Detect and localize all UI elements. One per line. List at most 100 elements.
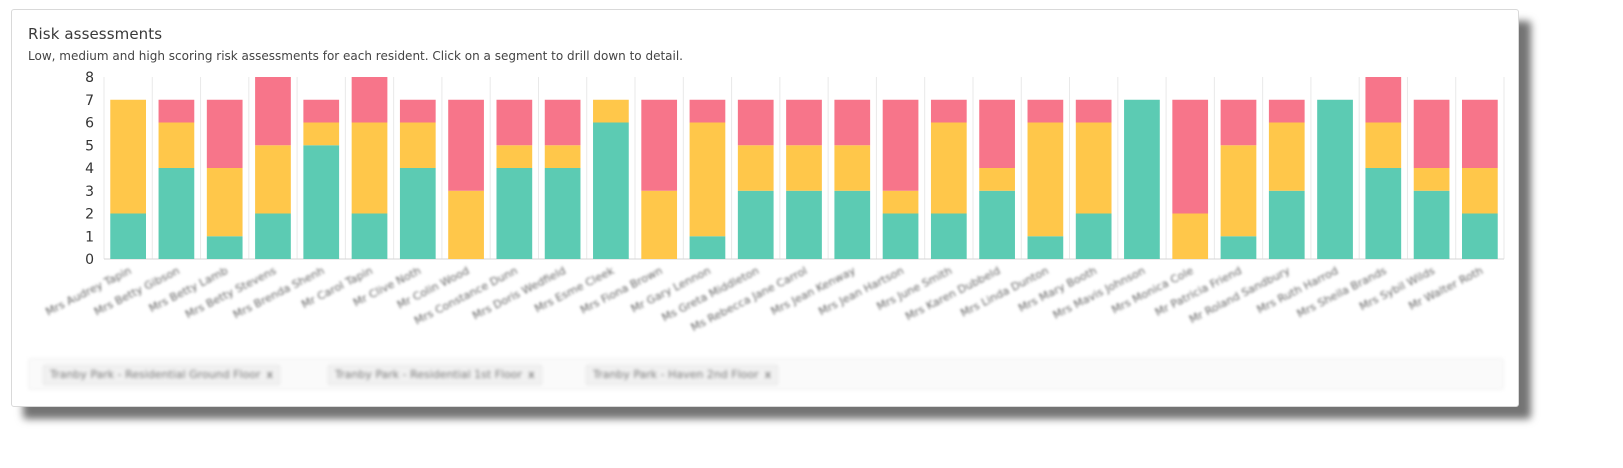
bar-segment-medium — [351, 122, 388, 214]
bar-segment-medium — [979, 168, 1015, 191]
filter-remove-icon[interactable]: x — [528, 368, 535, 381]
chart-bars — [110, 77, 1498, 259]
bar-segment-low — [593, 122, 629, 259]
bar-segment-medium — [1027, 122, 1064, 237]
filter-remove-icon[interactable]: x — [764, 368, 772, 381]
bar-segment-high — [496, 99, 533, 146]
filter-chip[interactable]: Tranby Park - Residential 1st Floor x — [328, 365, 542, 385]
x-tick-label: Mrs Audrey Tapin — [43, 264, 133, 318]
y-tick-label: 1 — [85, 229, 94, 245]
filter-chip-label: Tranby Park - Residential 1st Floor — [335, 368, 523, 381]
bar-segment-medium — [1462, 168, 1498, 214]
bar-segment-high — [1462, 99, 1498, 168]
bar-segment-low — [1268, 190, 1305, 259]
bar-segment-medium — [110, 99, 146, 214]
filter-bar: Tranby Park - Residential Ground Floor x … — [28, 358, 1504, 390]
bar-segment-medium — [689, 122, 726, 237]
filter-chip[interactable]: Tranby Park - Haven 2nd Floor x — [586, 365, 779, 385]
bar-segment-high — [834, 99, 871, 146]
bar-segment-medium — [206, 168, 243, 237]
bar-segment-high — [1365, 77, 1402, 123]
bar-segment-low — [399, 168, 436, 259]
y-tick-label: 3 — [85, 184, 94, 200]
bar-segment-high — [930, 99, 967, 123]
bar-segment-low — [158, 168, 195, 259]
bar-segment-low — [303, 145, 340, 259]
bar-segment-medium — [641, 190, 678, 259]
bar-segment-low — [930, 213, 967, 259]
bar-segment-high — [689, 99, 726, 123]
bar-segment-low — [834, 190, 871, 259]
bar-segment-low — [1027, 236, 1064, 259]
bar-segment-low — [1462, 213, 1498, 259]
bar-segment-medium — [399, 122, 436, 168]
card-subtitle: Low, medium and high scoring risk assess… — [28, 49, 683, 63]
bar-segment-high — [206, 99, 243, 168]
bar-segment-low — [1413, 190, 1450, 259]
y-tick-label: 8 — [85, 70, 94, 86]
filter-chip-label: Tranby Park - Residential Ground Floor — [50, 368, 261, 381]
x-tick-label: Mrs Betty Gibson — [92, 264, 182, 318]
bar-segment-medium — [1365, 122, 1402, 168]
bar-segment-high — [544, 99, 581, 146]
x-tick-label: Mrs Fiona Brown — [578, 264, 664, 317]
filter-chip[interactable]: Tranby Park - Residential Ground Floor x — [43, 365, 280, 385]
bar-segment-medium — [834, 145, 871, 191]
bar-segment-high — [1075, 99, 1112, 123]
bar-segment-high — [641, 99, 678, 191]
bar-segment-medium — [786, 145, 822, 191]
bar-segment-high — [1268, 99, 1305, 123]
bar-segment-low — [737, 190, 774, 259]
filter-chip-label: Tranby Park - Haven 2nd Floor — [593, 368, 759, 381]
bar-segment-medium — [303, 122, 340, 146]
bar-segment-high — [1027, 99, 1064, 123]
filter-remove-icon[interactable]: x — [266, 368, 273, 381]
bar-segment-medium — [496, 145, 533, 168]
y-tick-label: 2 — [85, 207, 94, 223]
y-tick-label: 5 — [85, 138, 94, 154]
bar-segment-high — [979, 99, 1015, 168]
bar-segment-low — [1317, 99, 1353, 259]
bar-segment-high — [399, 99, 436, 123]
y-axis: 0 1 2 3 4 5 6 7 8 — [85, 70, 94, 268]
bar-segment-low — [206, 236, 243, 259]
bar-segment-medium — [158, 122, 195, 168]
bar-segment-low — [351, 213, 388, 259]
bar-segment-low — [786, 190, 822, 259]
bar-segment-medium — [930, 122, 967, 214]
bar-segment-medium — [448, 190, 484, 259]
risk-assessments-card: Risk assessments Low, medium and high sc… — [11, 9, 1519, 407]
bar-segment-medium — [255, 145, 291, 214]
bar-segment-high — [1413, 99, 1450, 168]
y-tick-label: 4 — [85, 161, 94, 177]
bar-segment-high — [786, 99, 822, 146]
bar-segment-low — [1124, 99, 1160, 259]
bar-segment-low — [689, 236, 726, 259]
bar-segment-low — [1365, 168, 1402, 259]
y-tick-label: 7 — [85, 93, 94, 109]
bar-segment-low — [1220, 236, 1257, 259]
bar-segment-high — [1220, 99, 1257, 146]
bar-segment-medium — [1268, 122, 1305, 191]
x-tick-label: Mrs Esme Cleek — [532, 264, 616, 316]
bar-segment-medium — [593, 99, 629, 123]
bar-segment-low — [1075, 213, 1112, 259]
bar-segment-high — [737, 99, 774, 146]
bar-segment-medium — [1075, 122, 1112, 214]
bar-segment-medium — [544, 145, 581, 168]
y-tick-label: 6 — [85, 116, 94, 132]
bar-segment-low — [496, 168, 533, 259]
card-title: Risk assessments — [28, 25, 163, 43]
bar-segment-high — [1172, 99, 1209, 214]
bar-segment-low — [979, 190, 1015, 259]
bar-segment-high — [255, 77, 291, 146]
y-tick-label: 0 — [85, 252, 94, 268]
bar-segment-medium — [1413, 168, 1450, 191]
bar-segment-low — [110, 213, 146, 259]
bar-segment-high — [303, 99, 340, 123]
bar-segment-low — [882, 213, 919, 259]
bar-segment-medium — [1172, 213, 1209, 259]
x-tick-label: Mrs Jean Hartson — [816, 264, 905, 318]
